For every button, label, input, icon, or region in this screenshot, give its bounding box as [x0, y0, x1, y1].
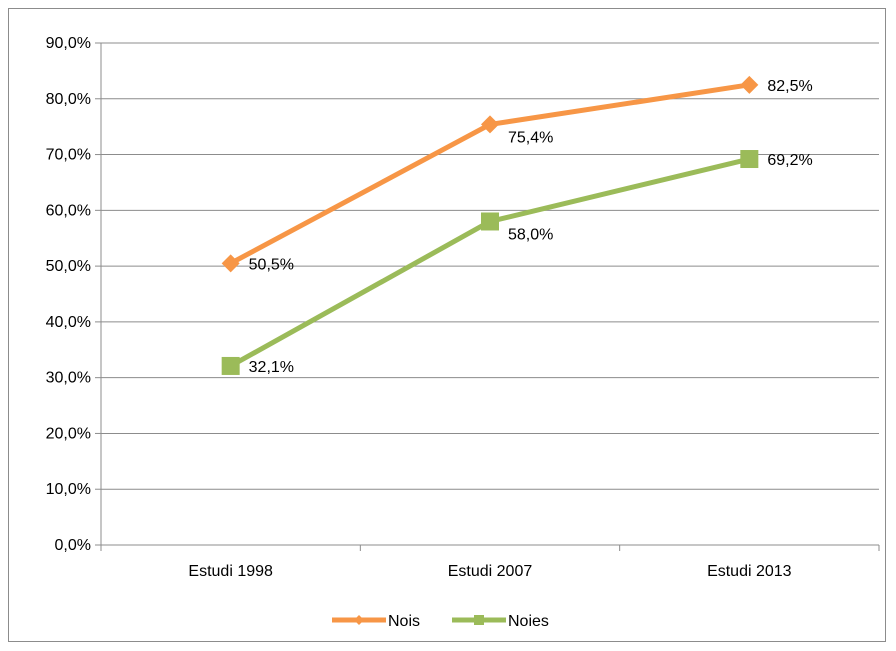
legend-label-noies: Noies: [508, 613, 549, 630]
data-label-noies: 69,2%: [767, 152, 812, 169]
y-tick-label: 90,0%: [46, 35, 91, 52]
legend: Nois Noies: [332, 613, 549, 630]
legend-marker-noies: [474, 615, 484, 625]
data-labels: 50,5% 75,4% 82,5% 32,1% 58,0% 69,2%: [249, 78, 813, 376]
y-tick-label: 20,0%: [46, 425, 91, 442]
data-point-nois: [481, 115, 499, 134]
y-tick-label: 30,0%: [46, 370, 91, 387]
x-tick-label: Estudi 1998: [188, 563, 273, 580]
y-tick-label: 50,0%: [46, 258, 91, 275]
data-label-noies: 58,0%: [508, 226, 553, 243]
legend-marker-nois: [354, 615, 364, 625]
data-point-nois: [740, 75, 759, 94]
series-line-noies: [228, 156, 752, 369]
data-label-nois: 50,5%: [249, 256, 294, 273]
y-tick-label: 10,0%: [46, 481, 91, 498]
y-tick-label: 70,0%: [46, 147, 91, 164]
x-tick-label: Estudi 2013: [707, 563, 792, 580]
legend-label-nois: Nois: [388, 613, 420, 630]
series-line-nois: [228, 82, 752, 266]
data-point-noies: [221, 356, 240, 375]
axes: 0,0% 10,0% 20,0% 30,0% 40,0% 50,0% 60,0% 70,0% 8…: [46, 35, 880, 580]
data-label-noies: 32,1%: [249, 359, 294, 376]
data-point-nois: [221, 254, 240, 273]
data-label-nois: 82,5%: [767, 78, 812, 95]
chart-frame: [8, 8, 886, 642]
y-tick-label: 40,0%: [46, 314, 91, 331]
data-label-nois: 75,4%: [508, 129, 553, 146]
gridlines: [101, 42, 879, 490]
data-point-noies: [481, 212, 499, 231]
x-tick-label: Estudi 2007: [448, 563, 533, 580]
y-tick-label: 60,0%: [46, 202, 91, 219]
y-tick-label: 80,0%: [46, 91, 91, 108]
data-point-noies: [740, 150, 759, 169]
y-tick-label: 0,0%: [55, 537, 91, 554]
series: [221, 75, 759, 375]
